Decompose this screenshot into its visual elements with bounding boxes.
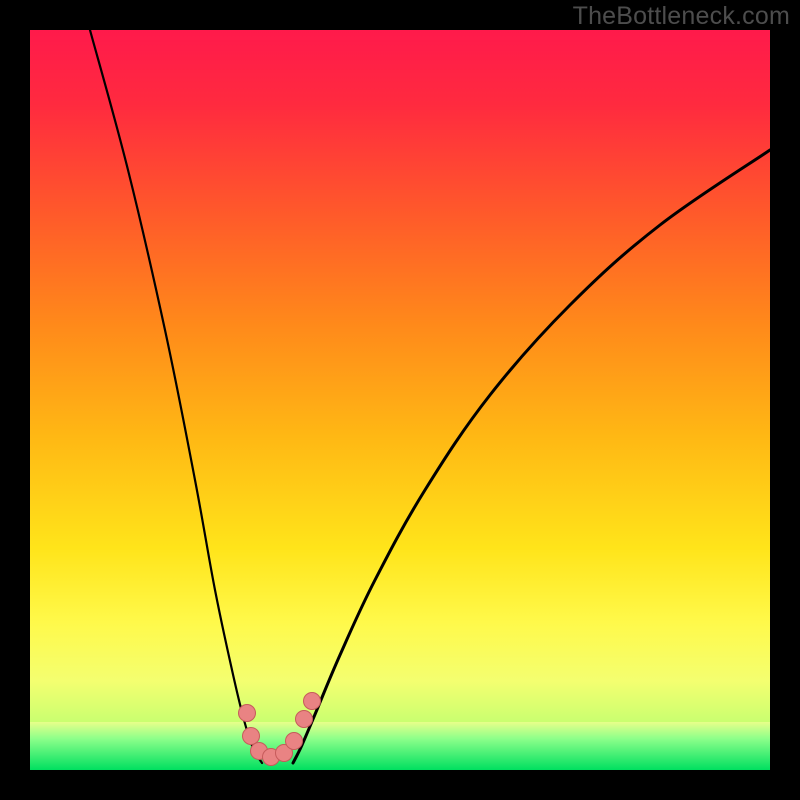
right-curve xyxy=(0,0,800,800)
data-marker xyxy=(285,732,303,750)
data-marker xyxy=(295,710,313,728)
chart-container: TheBottleneck.com xyxy=(0,0,800,800)
data-marker xyxy=(303,692,321,710)
data-marker xyxy=(238,704,256,722)
watermark-text: TheBottleneck.com xyxy=(573,2,790,31)
